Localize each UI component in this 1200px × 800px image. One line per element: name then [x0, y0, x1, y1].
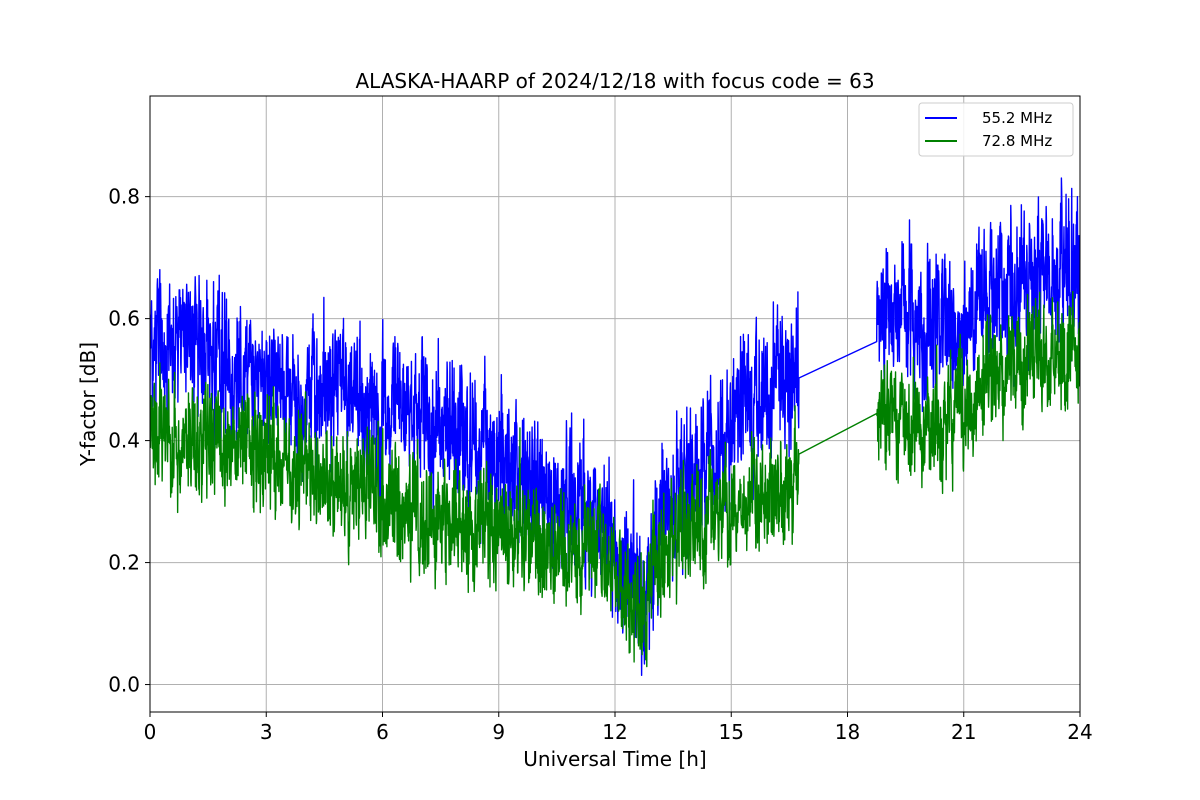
legend-box: [918, 102, 1074, 157]
x-tick-label: 0: [144, 720, 157, 744]
y-axis-label: Y-factor [dB]: [76, 342, 100, 467]
x-tick-label: 9: [492, 720, 505, 744]
legend: 55.2 MHz 72.8 MHz: [918, 102, 1074, 157]
y-tick-label: 0.0: [108, 673, 140, 697]
x-axis-label: Universal Time [h]: [523, 747, 706, 771]
x-tick-label: 6: [376, 720, 389, 744]
x-tick-label: 24: [1067, 720, 1092, 744]
x-tick-label: 21: [951, 720, 976, 744]
chart-title: ALASKA-HAARP of 2024/12/18 with focus co…: [355, 69, 874, 93]
y-tick-label: 0.8: [108, 185, 140, 209]
y-tick-label: 0.6: [108, 307, 140, 331]
y-tick-label: 0.4: [108, 429, 140, 453]
x-tick-label: 3: [260, 720, 273, 744]
x-tick-label: 15: [719, 720, 744, 744]
plot-area: [150, 177, 1080, 677]
y-tick-label: 0.2: [108, 551, 140, 575]
legend-label-series-2: 72.8 MHz: [982, 132, 1052, 150]
x-tick-label: 18: [835, 720, 860, 744]
legend-label-series-1: 55.2 MHz: [982, 109, 1052, 127]
series-line-2: [150, 290, 1080, 668]
ticks: 0 3 6 9 12 15 18 21 24 0.0 0.2 0.4 0.6 0.8: [108, 185, 1093, 744]
x-tick-label: 12: [602, 720, 627, 744]
